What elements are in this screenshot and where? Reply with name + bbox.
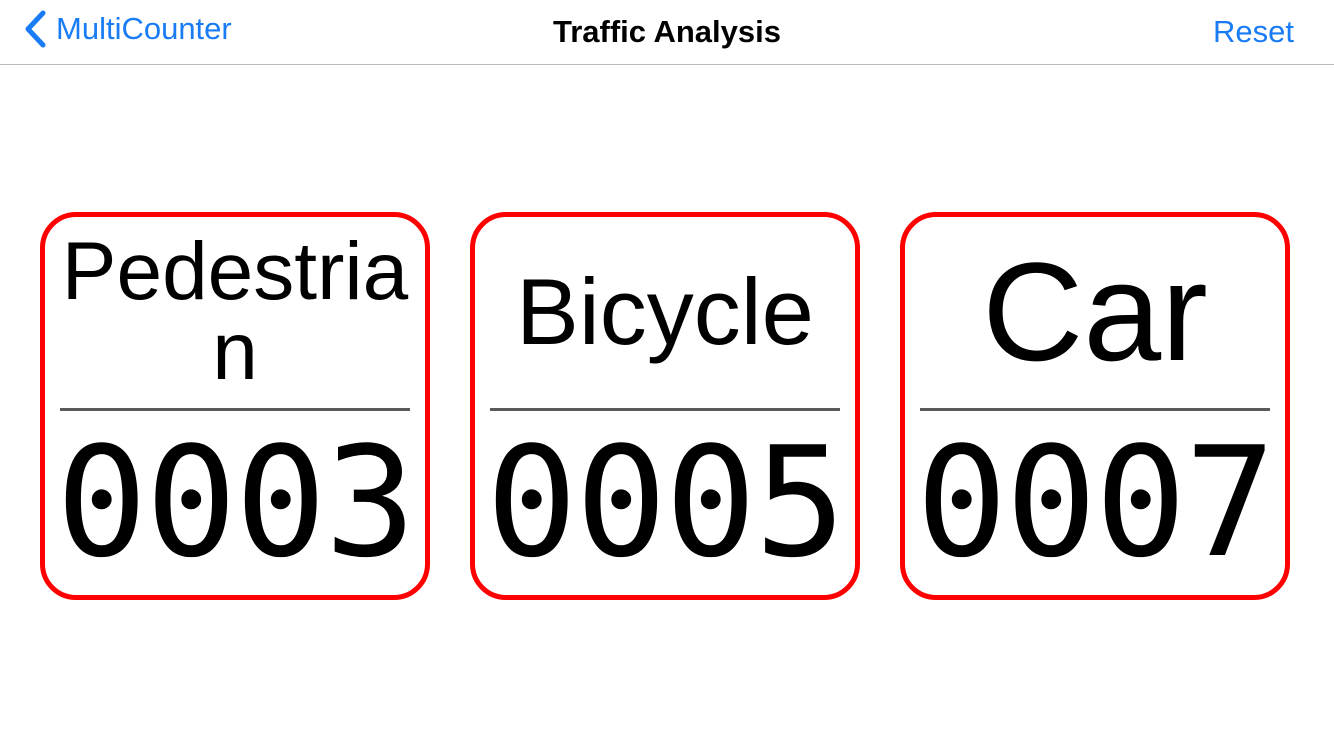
navigation-bar: MultiCounter Traffic Analysis Reset bbox=[0, 0, 1334, 65]
divider bbox=[920, 408, 1270, 411]
counter-pedestrian[interactable]: Pedestrian 0003 bbox=[40, 212, 430, 600]
divider bbox=[490, 408, 840, 411]
page-title: Traffic Analysis bbox=[552, 14, 781, 49]
counter-bicycle[interactable]: Bicycle 0005 bbox=[470, 212, 860, 600]
reset-button[interactable]: Reset bbox=[1213, 14, 1294, 49]
counter-value: 0007 bbox=[915, 413, 1276, 591]
counter-value: 0005 bbox=[485, 413, 846, 591]
counter-label: Pedestrian bbox=[61, 225, 409, 397]
counter-label: Bicycle bbox=[516, 258, 814, 364]
chevron-left-icon bbox=[25, 10, 46, 48]
counter-label: Car bbox=[982, 233, 1208, 391]
back-button[interactable]: MultiCounter bbox=[24, 10, 232, 48]
counter-value: 0003 bbox=[55, 413, 416, 591]
counter-car[interactable]: Car 0007 bbox=[900, 212, 1290, 600]
back-label: MultiCounter bbox=[56, 11, 232, 46]
divider bbox=[60, 408, 410, 411]
